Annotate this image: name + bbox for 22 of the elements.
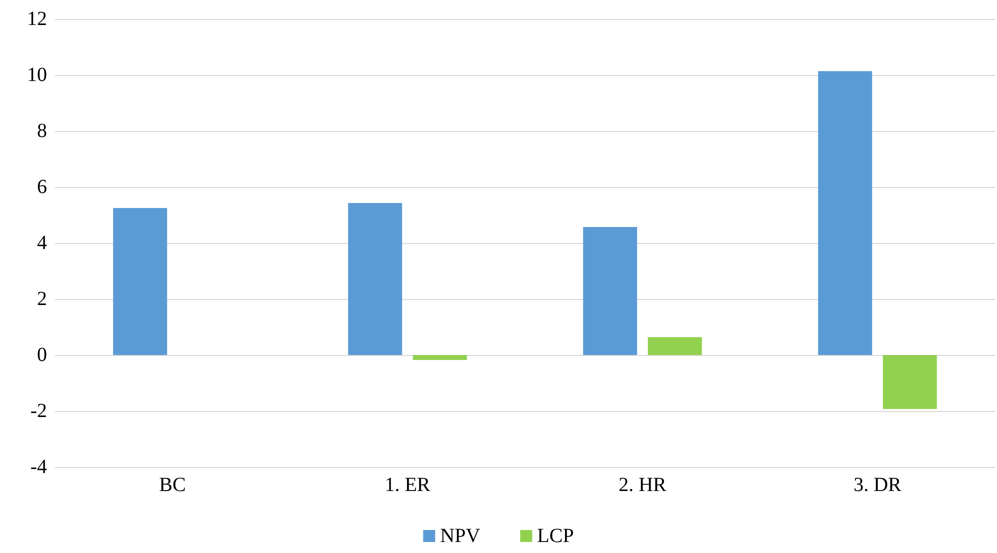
bar [818,71,872,355]
y-tick-label: 2 [37,288,47,310]
x-tick-label: BC [159,474,186,496]
x-tick-label: 3. DR [854,474,902,496]
y-tick-label: 12 [27,8,47,30]
legend-label: LCP [537,525,574,547]
bar [882,355,937,410]
legend-label: NPV [440,525,481,547]
y-tick-label: 0 [37,344,47,366]
bar [113,208,168,355]
y-tick-label: 4 [37,232,47,254]
y-tick-label: 10 [27,64,47,86]
bar [348,202,402,355]
y-tick-label: 8 [37,120,47,142]
y-tick-label: -4 [30,456,47,478]
y-tick-label: 6 [37,176,47,198]
x-tick-label: 1. ER [384,474,431,496]
bar [412,355,467,360]
y-tick-label: -2 [30,400,47,422]
x-tick-label: 2. HR [618,474,668,496]
bar [583,227,638,355]
bar [648,337,702,355]
